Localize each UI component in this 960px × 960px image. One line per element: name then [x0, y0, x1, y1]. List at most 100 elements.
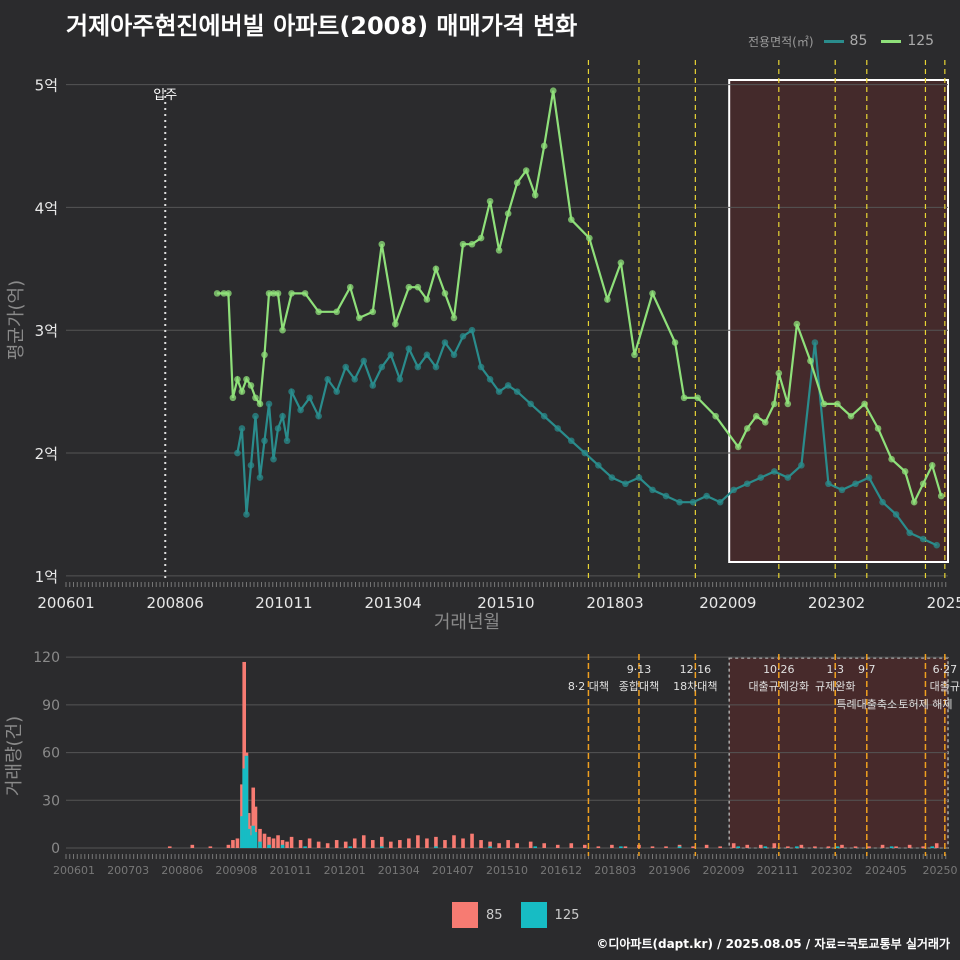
legend-swatch-85 — [823, 39, 844, 43]
legend-swatch-125 — [881, 39, 902, 43]
policy-label-date: 9·7 — [858, 663, 876, 676]
data-point-85 — [798, 462, 805, 469]
data-point-85 — [838, 486, 846, 494]
data-point-125 — [784, 400, 792, 408]
data-point-85 — [486, 376, 494, 383]
data-point-85 — [387, 351, 395, 359]
data-point-85 — [468, 326, 476, 334]
data-point-85 — [306, 394, 313, 402]
data-point-125 — [834, 400, 841, 408]
data-point-85 — [676, 498, 683, 506]
data-point-125 — [225, 290, 232, 297]
volume-bar-125 — [763, 846, 768, 848]
data-point-125 — [346, 283, 354, 291]
volume-bar-85 — [242, 661, 247, 848]
volume-bar-85 — [569, 843, 574, 848]
movein-label: 입주 — [153, 88, 177, 103]
data-point-125 — [937, 492, 945, 500]
data-point-85 — [238, 425, 246, 432]
volume-bar-85 — [407, 838, 411, 848]
data-point-125 — [861, 400, 868, 408]
data-point-125 — [459, 240, 467, 248]
data-point-85 — [378, 363, 386, 371]
volume-bar-85 — [307, 838, 312, 848]
data-point-85 — [256, 474, 264, 481]
volume-bar-125 — [303, 846, 307, 848]
data-point-125 — [213, 290, 221, 297]
data-point-125 — [775, 369, 783, 377]
volume-bar-85 — [718, 846, 722, 848]
data-point-125 — [888, 455, 895, 463]
volume-bar-85 — [231, 840, 235, 848]
data-point-85 — [283, 437, 291, 445]
volume-bar-85 — [786, 846, 790, 848]
data-point-125 — [414, 283, 422, 291]
data-point-85 — [450, 351, 458, 359]
data-point-85 — [581, 449, 589, 457]
volume-bar-85 — [799, 844, 804, 848]
footer-credit: ©디아파트(dapt.kr) / 2025.08.05 / 자료=국토교통부 실… — [596, 937, 950, 951]
data-point-125 — [694, 394, 701, 402]
y-tick-label: 5억 — [35, 77, 58, 95]
x-tick-label: 200601 — [37, 594, 94, 612]
data-point-85 — [743, 480, 751, 488]
data-point-125 — [301, 290, 309, 297]
x-tick-label: 200703 — [107, 864, 149, 877]
chart-title: 거제아주현진에버빌 아파트(2008) 매매가격 변화 — [66, 12, 578, 40]
volume-bar-85 — [853, 846, 858, 848]
y-tick-label: 4억 — [35, 199, 58, 217]
volume-bar-85 — [325, 843, 330, 848]
policy-label-name: 종합대책 — [619, 680, 659, 693]
volume-bar-85 — [452, 835, 456, 848]
volume-bar-85 — [343, 841, 348, 848]
highlight-region — [728, 79, 950, 563]
volume-bar-85 — [361, 835, 366, 848]
volume-bar-85 — [316, 841, 321, 848]
y-tick-label: 2억 — [35, 445, 58, 463]
data-point-125 — [910, 498, 918, 506]
volume-bar-85 — [190, 844, 195, 848]
data-point-85 — [288, 388, 295, 395]
data-point-125 — [423, 296, 431, 303]
data-point-85 — [825, 480, 832, 488]
y-tick-label: 3억 — [35, 322, 58, 340]
data-point-125 — [355, 314, 363, 322]
top-legend: 전용면적(㎡) 85 125 — [748, 33, 934, 49]
data-point-125 — [712, 412, 719, 420]
data-point-85 — [369, 382, 377, 389]
data-point-85 — [567, 437, 575, 445]
x-tick-label: 200601 — [53, 864, 95, 877]
volume-bar-85 — [921, 846, 925, 848]
y-axis-label: 거래량(건) — [4, 716, 25, 796]
data-point-85 — [811, 339, 819, 346]
volume-bar-125 — [380, 846, 384, 848]
data-point-85 — [324, 376, 331, 383]
data-point-125 — [901, 468, 909, 475]
volume-bar-125 — [267, 844, 271, 848]
data-point-85 — [274, 425, 282, 432]
data-point-125 — [333, 308, 340, 316]
data-point-85 — [757, 474, 765, 481]
volume-bar-85 — [253, 806, 258, 848]
data-point-125 — [567, 216, 575, 223]
data-point-85 — [405, 345, 413, 352]
data-point-125 — [468, 240, 476, 248]
volume-bar-85 — [258, 828, 262, 848]
volume-bar-85 — [370, 840, 375, 848]
data-point-125 — [369, 308, 377, 316]
data-point-125 — [238, 388, 246, 395]
data-point-85 — [906, 529, 913, 537]
data-point-85 — [703, 492, 710, 500]
volume-bar-125 — [258, 841, 262, 848]
volume-bar-85 — [583, 844, 587, 848]
volume-bar-125 — [889, 846, 894, 848]
data-point-85 — [342, 363, 350, 371]
x-tick-label: 202405 — [865, 864, 907, 877]
y-tick-label: 30 — [42, 793, 60, 809]
data-point-85 — [689, 498, 697, 506]
data-point-85 — [554, 425, 562, 432]
data-point-85 — [504, 382, 512, 389]
data-point-125 — [617, 259, 625, 266]
x-tick-label: 201304 — [364, 594, 421, 612]
data-point-85 — [360, 357, 368, 365]
